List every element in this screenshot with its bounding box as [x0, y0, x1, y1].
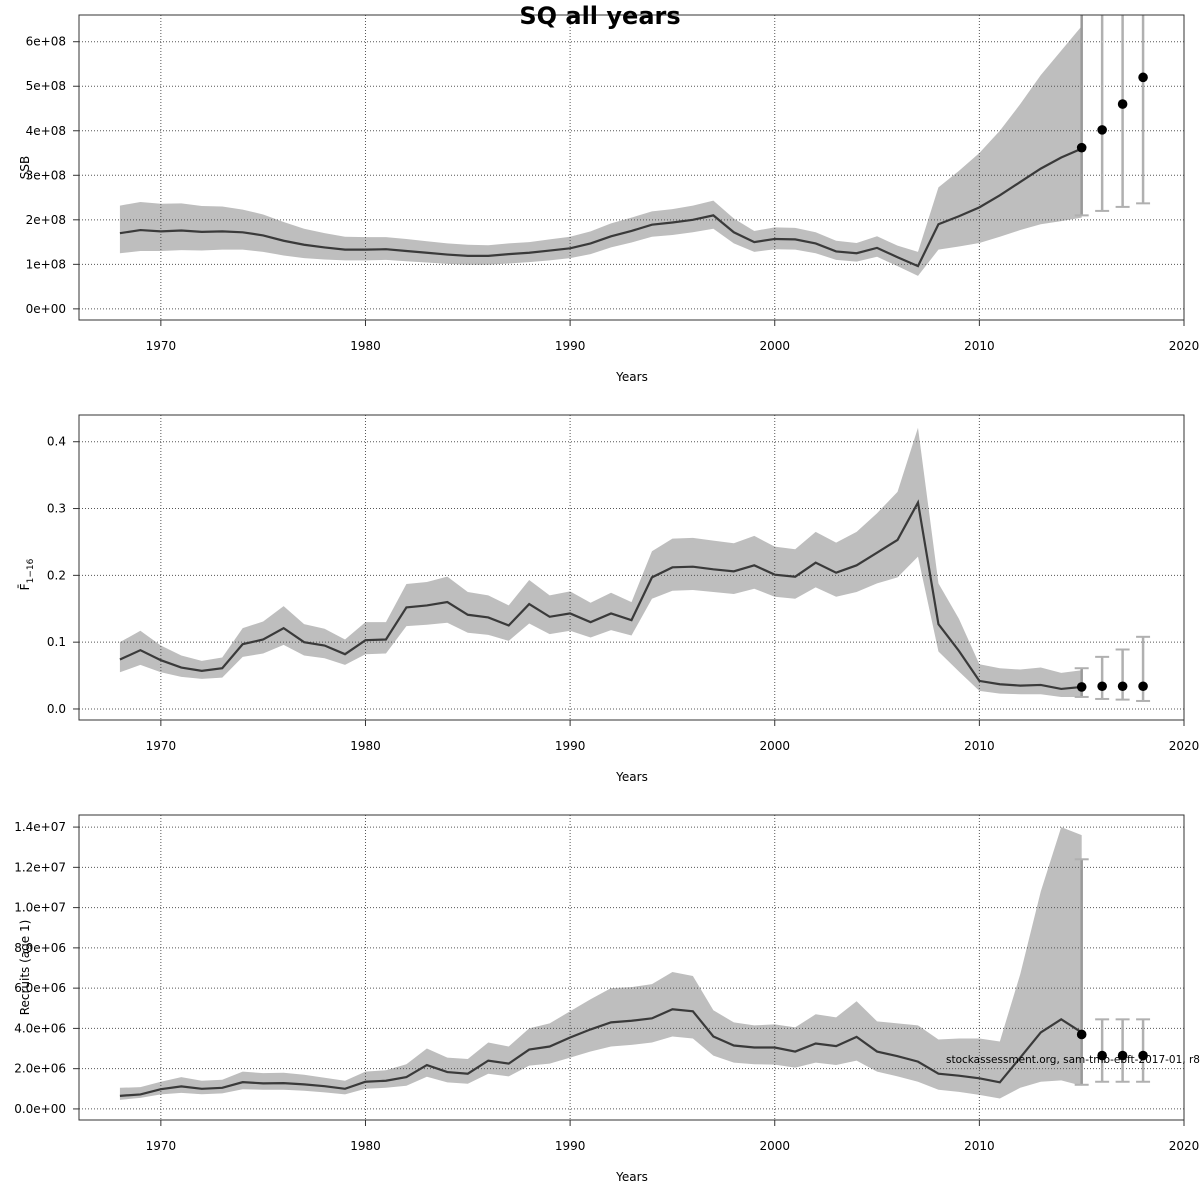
forecast-point [1138, 681, 1148, 692]
forecast-point [1076, 142, 1087, 153]
y-axis-label-main: SSB [18, 156, 32, 179]
y-axis-label-main: Recruits (age 1) [18, 920, 32, 1016]
forecast-point [1117, 99, 1128, 109]
y-axis-label-subscript: 1−16 [26, 558, 36, 583]
y-axis-label: SSB [18, 156, 32, 179]
x-tick-label: 1980 [350, 739, 381, 753]
estimate-line [119, 147, 1083, 268]
y-axis-label: Recruits (age 1) [18, 920, 32, 1016]
plot-frame [78, 14, 1185, 321]
forecast-point [1117, 1050, 1128, 1061]
forecast-point [1097, 681, 1107, 692]
y-tick-label: 1.0e+07 [14, 901, 66, 915]
y-tick-label: 0.1 [47, 635, 66, 649]
watermark-text: stockassessment.org, sam-tmb-ebft-2017-0… [946, 1054, 1200, 1066]
plot-area [79, 15, 1184, 320]
x-tick-label: 1980 [350, 339, 381, 353]
x-tick-label: 2000 [759, 1139, 790, 1153]
confidence-band [119, 827, 1082, 1100]
forecast-point [1097, 1050, 1107, 1061]
panel-3: 1970 1980 1990 2000 2010 2020 0.0e+00 2.0e+06 4.… [14, 814, 1200, 1184]
y-tick-label: 2.0e+06 [14, 1062, 66, 1076]
forecast-point [1117, 681, 1128, 692]
y-tick-label: 6e+08 [26, 35, 66, 49]
plot-frame [78, 814, 1185, 1121]
y-tick-label: 2e+08 [26, 213, 66, 227]
y-axis-label-main: F̄ [18, 583, 32, 590]
y-tick-label: 0.0 [47, 702, 66, 716]
y-tick-label: 0.3 [47, 502, 66, 516]
plot-area [79, 815, 1184, 1120]
forecast-point [1138, 72, 1148, 83]
plot-frame [78, 414, 1185, 721]
x-tick-label: 1970 [146, 739, 177, 753]
y-tick-label: 8.0e+06 [14, 941, 66, 955]
x-tick-label: 2010 [964, 739, 995, 753]
x-tick-label: 2020 [1169, 739, 1200, 753]
x-axis-label: Years [615, 770, 648, 784]
x-tick-label: 1990 [555, 339, 586, 353]
estimate-line [119, 1008, 1083, 1097]
x-tick-label: 2000 [759, 739, 790, 753]
y-tick-label: 5e+08 [26, 79, 66, 93]
y-tick-label: 0.0e+00 [14, 1102, 66, 1116]
forecast-point [1138, 1050, 1148, 1061]
y-tick-label: 0e+00 [26, 302, 66, 316]
x-axis-label: Years [615, 1170, 648, 1184]
x-tick-label: 2020 [1169, 1139, 1200, 1153]
y-tick-label: 3e+08 [26, 168, 66, 182]
y-tick-label: 1e+08 [26, 257, 66, 271]
confidence-band [119, 26, 1082, 276]
panel-1: 1970 1980 1990 2000 2010 2020 0e+00 1e+08 2e+08 3… [18, 14, 1200, 384]
x-tick-label: 1970 [146, 339, 177, 353]
x-axis-label: Years [615, 370, 648, 384]
y-tick-label: 1.2e+07 [14, 860, 66, 874]
y-tick-label: 4.0e+06 [14, 1021, 66, 1035]
confidence-band [119, 427, 1082, 697]
forecast-point [1097, 125, 1107, 135]
x-tick-label: 1990 [555, 739, 586, 753]
x-tick-label: 2000 [759, 339, 790, 353]
y-axis-label: F̄1−16 [18, 558, 36, 590]
x-tick-label: 2010 [964, 1139, 995, 1153]
x-tick-label: 2020 [1169, 339, 1200, 353]
y-tick-label: 1.4e+07 [14, 820, 66, 834]
chart-title: SQ all years [519, 2, 681, 30]
forecast-point [1076, 682, 1087, 692]
y-tick-label: 6.0e+06 [14, 981, 66, 995]
forecast-point [1076, 1029, 1087, 1040]
y-tick-label: 0.4 [47, 435, 66, 449]
estimate-line [119, 499, 1082, 691]
x-tick-label: 1970 [146, 1139, 177, 1153]
x-tick-label: 1990 [555, 1139, 586, 1153]
y-tick-label: 4e+08 [26, 124, 66, 138]
y-tick-label: 0.2 [47, 568, 66, 582]
panel-2: 1970 1980 1990 2000 2010 2020 0.0 0.1 0.2 0.3 0.4 Y… [18, 414, 1200, 784]
x-tick-label: 2010 [964, 339, 995, 353]
x-tick-label: 1980 [350, 1139, 381, 1153]
plot-area [79, 415, 1184, 720]
